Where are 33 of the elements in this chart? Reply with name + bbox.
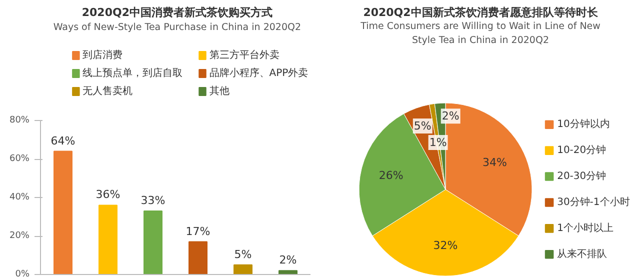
legend-label: 无人售卖机 xyxy=(82,85,133,97)
y-tick-label: 20% xyxy=(9,231,30,241)
data-label: 2% xyxy=(279,254,297,267)
data-label: 5% xyxy=(414,120,432,133)
chart-title: 2020Q2中国消费者新式茶饮购买方式 xyxy=(82,6,272,19)
data-label: 17% xyxy=(186,224,210,238)
legend-label: 线上预点单，到店自取 xyxy=(82,67,183,79)
data-label: 36% xyxy=(96,188,120,202)
legend-label: 从来不排队 xyxy=(557,248,608,260)
y-tick-label: 0% xyxy=(15,270,30,280)
legend-label: 10-20分钟 xyxy=(557,144,606,156)
legend-label: 10分钟以内 xyxy=(557,118,610,130)
chart-title: 2020Q2中国新式茶饮消费者愿意排队等待时长 xyxy=(363,6,599,19)
legend-label: 30分钟-1个小时 xyxy=(557,196,630,208)
y-tick-label: 80% xyxy=(9,116,30,126)
y-tick-label: 60% xyxy=(9,154,30,164)
data-label: 1% xyxy=(429,136,447,150)
chart-subtitle: Ways of New-Style Tea Purchase in China in 2020Q2 xyxy=(53,22,302,33)
chart-subtitle: Time Consumers are Willing to Wait in Line of New Style Tea in China in 2020Q2 xyxy=(360,21,601,46)
legend-label: 到店消费 xyxy=(82,49,123,61)
data-label: 26% xyxy=(378,169,404,182)
legend-label: 20-30分钟 xyxy=(557,170,606,182)
legend-label: 其他 xyxy=(209,85,230,97)
data-label: 32% xyxy=(433,239,458,252)
legend-label: 第三方平台外卖 xyxy=(209,49,280,61)
y-tick-label: 40% xyxy=(9,192,30,202)
data-label: 2% xyxy=(442,110,460,123)
legend-label: 1个小时以上 xyxy=(557,222,614,234)
data-label: 64% xyxy=(50,134,76,148)
legend-label: 品牌小程序、APP外卖 xyxy=(209,67,308,79)
data-label: 33% xyxy=(140,194,166,207)
data-label: 34% xyxy=(482,156,507,169)
data-label: 5% xyxy=(234,248,252,261)
